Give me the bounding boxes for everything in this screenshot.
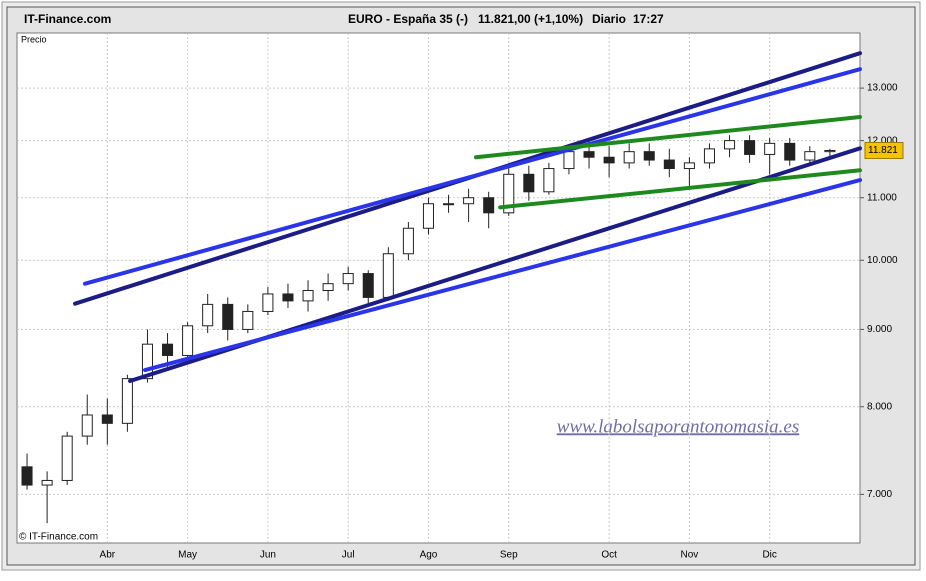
candle-body — [342, 273, 354, 285]
candle-body — [41, 479, 53, 486]
x-tick-label: Oct — [601, 550, 617, 561]
candle-body — [162, 343, 174, 356]
candle-body — [683, 162, 695, 170]
trend-line — [83, 67, 862, 286]
x-tick-label: Ago — [420, 550, 438, 561]
trend-line — [498, 168, 862, 210]
candle-body — [563, 151, 575, 170]
candle-body — [382, 253, 394, 298]
candle-body — [643, 151, 655, 161]
time: 17:27 — [633, 12, 664, 26]
candle-body — [222, 303, 234, 330]
candle-body — [623, 151, 635, 164]
candle-body — [81, 414, 93, 437]
period: Diario — [592, 12, 626, 26]
candle-body — [302, 289, 314, 302]
candle-body — [824, 149, 836, 153]
quote: 11.821,00 (+1,10%) — [478, 12, 583, 26]
candle-body — [744, 140, 756, 155]
y-tick-label: 11.000 — [867, 192, 897, 203]
copyright: © IT-Finance.com — [19, 532, 98, 543]
candle-body — [21, 466, 33, 486]
candle-body — [402, 227, 414, 255]
trend-line — [143, 178, 862, 373]
candle-body — [121, 378, 133, 424]
x-tick-label: Jun — [260, 550, 276, 561]
last-price-box — [864, 141, 904, 159]
instrument: EURO - España 35 (-) — [348, 12, 468, 26]
y-tick-label: 9.000 — [867, 324, 892, 335]
candle-body — [543, 168, 555, 193]
x-tick-label: Jul — [342, 550, 355, 561]
x-tick-label: Nov — [680, 550, 698, 561]
y-tick-label: 12.000 — [867, 135, 898, 146]
candle-body — [262, 293, 274, 312]
x-tick-label: May — [178, 550, 197, 561]
y-tick-label: 7.000 — [867, 489, 892, 500]
x-tick-label: Sep — [500, 550, 518, 561]
candle-body — [101, 414, 113, 424]
candle-body — [784, 142, 796, 161]
x-tick-label: Dic — [762, 550, 776, 561]
y-tick-label: 10.000 — [867, 255, 898, 266]
candle-body — [202, 303, 214, 327]
candle-body — [764, 142, 776, 155]
candle-body — [603, 156, 615, 164]
candle-body — [422, 203, 434, 229]
watermark: www.labolsaporantonomasia.es — [557, 416, 799, 437]
candle-body — [503, 173, 515, 214]
y-tick-label: 13.000 — [867, 83, 898, 94]
plot-area — [16, 32, 861, 544]
candle-body — [483, 197, 495, 214]
site-name: IT-Finance.com — [24, 12, 111, 26]
candle-body — [362, 273, 374, 298]
candle-body — [724, 140, 736, 150]
candle-body — [322, 283, 334, 291]
y-tick-label: 8.000 — [867, 401, 892, 412]
candle-body — [443, 203, 455, 206]
y-axis-label: Precio — [21, 34, 47, 44]
candle-body — [61, 435, 73, 481]
candle-body — [282, 293, 294, 302]
candle-body — [182, 325, 194, 356]
last-price-label: 11.821 — [868, 145, 898, 156]
trend-line — [474, 114, 862, 160]
candle-body — [804, 151, 816, 161]
candle-body — [703, 148, 715, 164]
candle-body — [663, 159, 675, 170]
x-tick-label: Abr — [100, 550, 116, 561]
candle-body — [141, 343, 153, 380]
candle-body — [523, 173, 535, 193]
candle-body — [242, 310, 254, 330]
candle-body — [583, 151, 595, 158]
candle-body — [463, 197, 475, 205]
